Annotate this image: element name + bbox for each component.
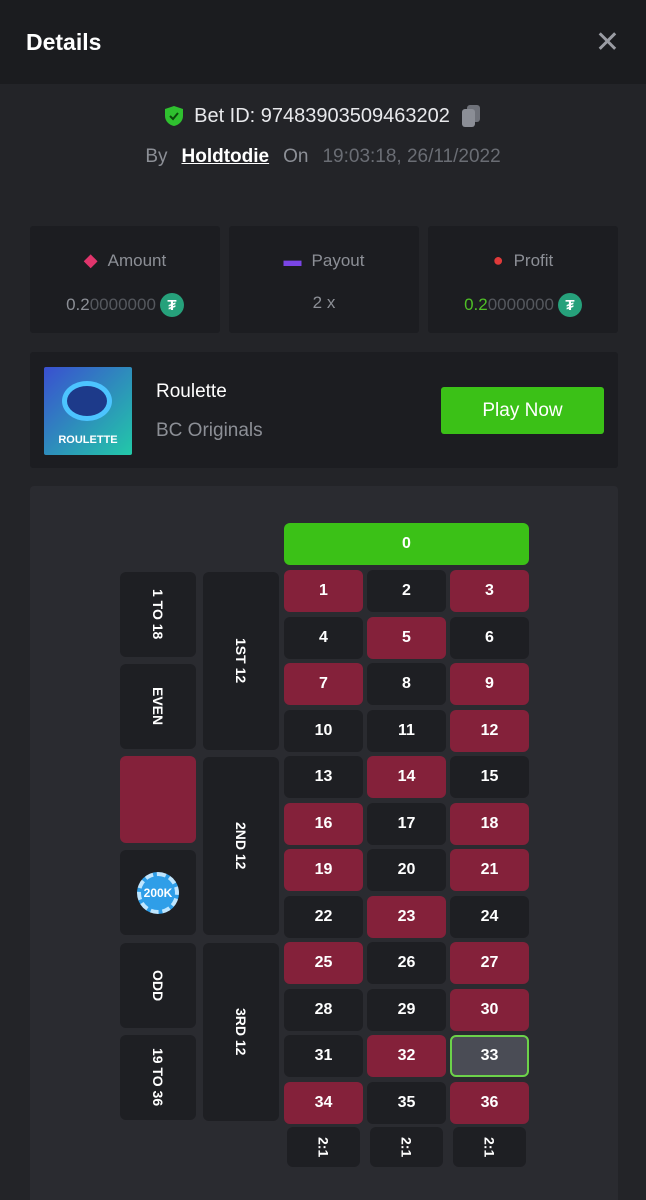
stat-value: 0.20000000 (464, 295, 554, 314)
number-0-label: 0 (402, 535, 411, 552)
column-3-2to1[interactable]: 2:1 (453, 1127, 526, 1167)
number-23[interactable]: 23 (367, 895, 446, 938)
payout-card-icon: ▬ (283, 250, 302, 270)
bet-1-to-18[interactable]: 1 TO 18 (120, 572, 196, 657)
number-7[interactable]: 7 (284, 663, 363, 705)
column-1-2to1[interactable]: 2:1 (287, 1127, 360, 1167)
chip-200k: 200K (137, 871, 179, 914)
bet-19-to-36-label: 19 TO 36 (150, 1048, 166, 1107)
number-1[interactable]: 1 (284, 570, 363, 612)
number-32[interactable]: 32 (367, 1035, 446, 1077)
stat-profit: ● Profit 0.20000000 ₮ (428, 226, 618, 333)
bet-odd-label: ODD (150, 969, 166, 1002)
roulette-wheel-icon (62, 381, 112, 421)
bet-19-to-36[interactable]: 19 TO 36 (120, 1035, 196, 1120)
thumb-text: ROULETTE (58, 434, 118, 446)
number-27[interactable]: 27 (450, 942, 529, 984)
game-name: Roulette (156, 381, 227, 402)
number-25[interactable]: 25 (284, 942, 363, 984)
bet-time: 19:03:18, 26/11/2022 (322, 146, 501, 167)
number-17[interactable]: 17 (367, 802, 446, 845)
number-35[interactable]: 35 (367, 1081, 446, 1124)
stat-payout: ▬ Payout 2 x (229, 226, 419, 333)
number-12[interactable]: 12 (450, 709, 529, 752)
bet-byline: By Holdtodie On 19:03:18, 26/11/2022 (0, 146, 646, 168)
number-19[interactable]: 19 (284, 849, 363, 891)
bet-odd[interactable]: ODD (120, 943, 196, 1028)
number-33[interactable]: 33 (450, 1035, 529, 1077)
play-now-button[interactable]: Play Now (441, 387, 604, 434)
modal-title: Details (26, 28, 102, 55)
dozen-3[interactable]: 3RD 12 (203, 943, 279, 1121)
stat-value: 0.20000000 (66, 295, 156, 314)
by-label: By (145, 146, 168, 167)
dozen-1[interactable]: 1ST 12 (203, 572, 279, 750)
game-thumbnail[interactable]: ROULETTE (44, 367, 132, 455)
number-22[interactable]: 22 (284, 895, 363, 938)
column-2-2to1-label: 2:1 (398, 1136, 415, 1158)
roulette-board: 0 1 2 3 4 5 6 7 8 9 10 11 12 13 14 15 16 17 18 19 20 21 22 23 24… (30, 486, 618, 1200)
number-36[interactable]: 36 (450, 1081, 529, 1124)
number-20[interactable]: 20 (367, 849, 446, 891)
on-label: On (283, 146, 309, 167)
dozen-3-label: 3RD 12 (233, 1008, 249, 1056)
amount-icon: ◆ (83, 250, 98, 270)
tether-icon: ₮ (159, 293, 184, 317)
number-4[interactable]: 4 (284, 616, 363, 659)
bet-black[interactable]: 200K (120, 850, 196, 935)
number-3[interactable]: 3 (450, 570, 529, 612)
number-21[interactable]: 21 (450, 849, 529, 891)
bet-red[interactable] (120, 756, 196, 843)
stat-amount: ◆ Amount 0.20000000 ₮ (30, 226, 220, 333)
number-13[interactable]: 13 (284, 756, 363, 798)
column-2-2to1[interactable]: 2:1 (370, 1127, 443, 1167)
close-icon[interactable]: ✕ (594, 25, 620, 59)
verified-shield-icon (165, 106, 184, 126)
number-11[interactable]: 11 (367, 709, 446, 752)
number-6[interactable]: 6 (450, 616, 529, 659)
number-14[interactable]: 14 (367, 756, 446, 798)
dozen-1-label: 1ST 12 (233, 638, 249, 684)
number-30[interactable]: 30 (450, 988, 529, 1031)
number-10[interactable]: 10 (284, 709, 363, 752)
number-24[interactable]: 24 (450, 895, 529, 938)
dozen-2[interactable]: 2ND 12 (203, 757, 279, 935)
stat-label: Payout (311, 250, 365, 270)
number-18[interactable]: 18 (450, 802, 529, 845)
number-15[interactable]: 15 (450, 756, 529, 798)
number-0[interactable]: 0 (284, 523, 529, 565)
number-5[interactable]: 5 (367, 616, 446, 659)
stat-label: Amount (107, 250, 167, 270)
dozen-2-label: 2ND 12 (233, 822, 249, 870)
modal-header: Details ✕ (0, 0, 646, 84)
game-card: ROULETTE Roulette BC Originals Play Now (30, 352, 618, 468)
number-16[interactable]: 16 (284, 802, 363, 845)
bet-id: Bet ID: 97483903509463202 (194, 104, 450, 127)
bet-even[interactable]: EVEN (120, 664, 196, 749)
number-28[interactable]: 28 (284, 988, 363, 1031)
bet-id-row: Bet ID: 97483903509463202 (0, 104, 646, 128)
number-26[interactable]: 26 (367, 942, 446, 984)
number-2[interactable]: 2 (367, 570, 446, 612)
profit-icon: ● (492, 250, 504, 270)
stat-label: Profit (513, 250, 554, 270)
tether-icon: ₮ (557, 293, 582, 317)
bet-even-label: EVEN (150, 687, 166, 726)
number-29[interactable]: 29 (367, 988, 446, 1031)
column-3-2to1-label: 2:1 (481, 1136, 498, 1158)
stat-value: 2 x (312, 293, 336, 312)
number-31[interactable]: 31 (284, 1035, 363, 1077)
number-34[interactable]: 34 (284, 1081, 363, 1124)
number-9[interactable]: 9 (450, 663, 529, 705)
copy-icon[interactable] (460, 104, 482, 128)
bet-1-to-18-label: 1 TO 18 (150, 589, 166, 640)
column-1-2to1-label: 2:1 (315, 1136, 332, 1158)
number-8[interactable]: 8 (367, 663, 446, 705)
game-provider: BC Originals (156, 420, 263, 441)
user-link[interactable]: Holdtodie (181, 146, 270, 167)
